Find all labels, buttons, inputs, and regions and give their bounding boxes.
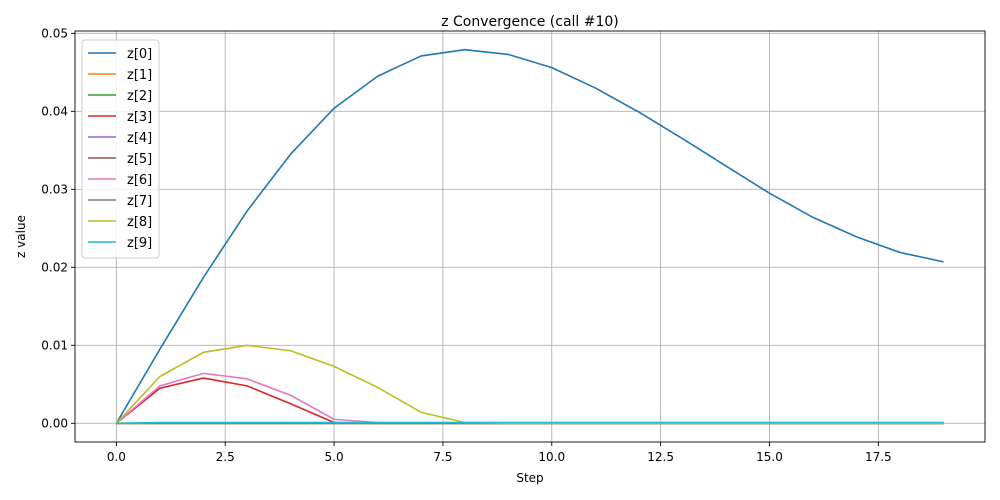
y-tick-label: 0.00 [41,416,68,430]
x-tick-label: 5.0 [325,450,344,464]
legend-label: z[4] [127,131,152,146]
legend-label: z[7] [127,194,152,209]
legend-label: z[3] [127,110,152,125]
chart-title: z Convergence (call #10) [441,14,619,30]
legend-label: z[9] [127,236,152,251]
x-tick-label: 7.5 [433,450,452,464]
legend-label: z[5] [127,152,152,167]
legend-label: z[1] [127,68,152,83]
series-line-9 [116,421,944,425]
legend: z[0] z[1] z[2] z[3] z[4] z[5] z[6] z[7] z[8] z[9] [81,39,160,259]
legend-label: z[2] [127,89,152,104]
y-axis-ticks: 0.00 0.01 0.02 0.03 0.04 0.05 [41,26,75,430]
y-axis-label: z value [14,215,28,258]
x-tick-label: 12.5 [647,450,674,464]
series-lines [115,48,944,425]
x-tick-label: 0.0 [107,450,126,464]
legend-label: z[6] [127,173,152,188]
grid [75,31,985,442]
y-tick-label: 0.02 [41,260,68,274]
x-tick-label: 10.0 [538,450,565,464]
y-tick-label: 0.01 [41,338,68,352]
plot-frame [74,30,986,443]
series-line-0 [115,48,944,424]
x-tick-label: 15.0 [756,450,783,464]
y-tick-label: 0.04 [41,104,68,118]
x-tick-label: 17.5 [865,450,892,464]
x-axis-ticks: 0.0 2.5 5.0 7.5 10.0 12.5 15.0 17.5 [107,442,892,464]
y-tick-label: 0.03 [41,182,68,196]
y-tick-label: 0.05 [41,26,68,40]
legend-label: z[0] [127,47,152,62]
x-tick-label: 2.5 [216,450,235,464]
legend-label: z[8] [127,215,152,230]
series-line-6 [115,372,944,425]
series-line-3 [115,377,944,425]
x-axis-label: Step [516,471,543,485]
